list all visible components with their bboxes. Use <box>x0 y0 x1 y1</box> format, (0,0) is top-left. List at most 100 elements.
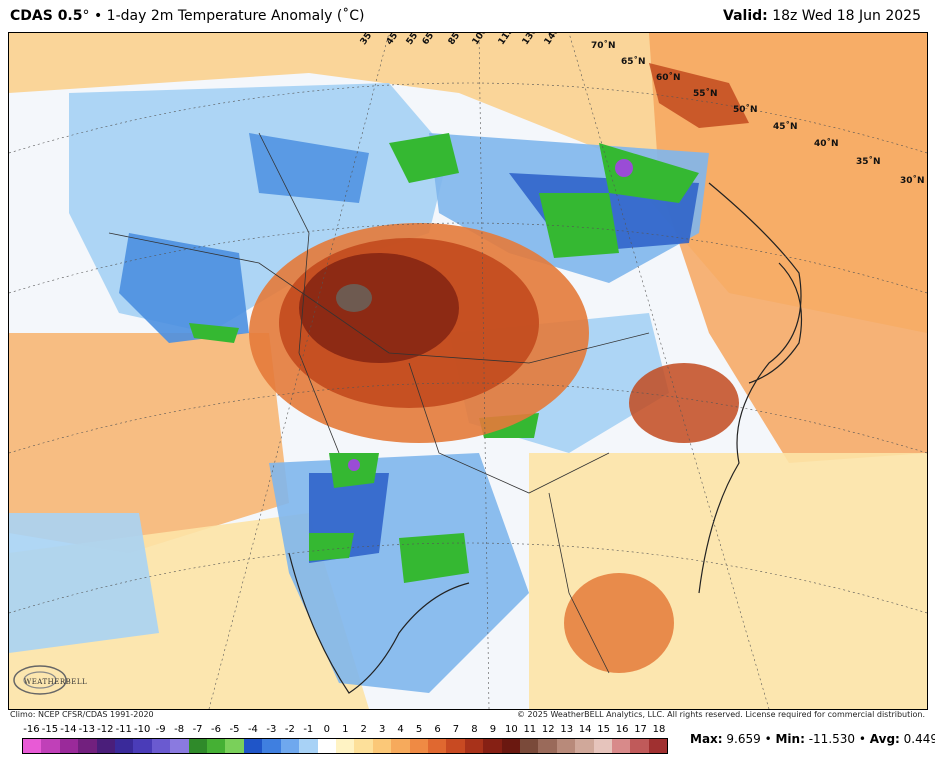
colorbar-label: -11 <box>115 724 132 735</box>
colorbar-label: 18 <box>652 724 666 735</box>
colorbar-label: -3 <box>266 724 277 735</box>
border-line-2 <box>258 132 340 454</box>
logo-text: WEATHERBELL <box>24 678 88 686</box>
variable-title: 1-day 2m Temperature Anomaly (˚C) <box>106 8 365 24</box>
lat-label-55: 55˚N <box>693 89 718 99</box>
lat-label-50: 50˚N <box>733 105 758 115</box>
colorbar-swatch <box>575 739 594 753</box>
border-line-4 <box>548 492 610 674</box>
colorbar-label: 14 <box>578 724 592 735</box>
cold-patch-2 <box>249 133 369 203</box>
colorbar-label: -7 <box>192 724 203 735</box>
colorbar-label: 6 <box>434 724 441 735</box>
green-patch-3 <box>599 143 699 203</box>
warm-east-china <box>629 363 739 443</box>
lat-label-45: 45˚N <box>773 122 798 132</box>
lat-label-35: 35˚N <box>856 157 881 167</box>
colorbar-swatch <box>612 739 631 753</box>
warm-region-east <box>649 33 927 463</box>
colorbar-swatch <box>409 739 428 753</box>
logo-swirl-icon <box>13 665 67 695</box>
colorbar-label: -4 <box>247 724 258 735</box>
colorbar-label: 0 <box>323 724 330 735</box>
title-separator: • <box>89 8 107 24</box>
colorbar-swatch <box>41 739 60 753</box>
graticule-3 <box>9 382 927 454</box>
degree-symbol: ° <box>82 8 90 24</box>
colorbar-label: -15 <box>41 724 59 735</box>
map-graphic <box>9 33 927 709</box>
colorbar-swatch <box>188 739 208 753</box>
header: CDAS 0.5° • 1-day 2m Temperature Anomaly… <box>0 0 935 32</box>
colorbar-label: 3 <box>378 724 386 735</box>
mild-region-southeast <box>529 453 927 709</box>
warm-northeast <box>649 63 749 128</box>
colorbar-swatch <box>501 739 520 753</box>
graticule-4 <box>9 542 927 614</box>
colorbar-swatch <box>630 739 649 753</box>
climo-note: Climo: NCEP CFSR/CDAS 1991-2020 <box>10 710 154 719</box>
colorbar-swatch <box>391 739 410 753</box>
lat-label-65: 65˚N <box>621 57 646 67</box>
colorbar-swatch <box>96 739 116 753</box>
green-patch-8 <box>189 323 239 343</box>
green-patch-1 <box>389 133 459 183</box>
colorbar-swatch <box>280 739 300 753</box>
colorbar-label: -5 <box>229 724 240 735</box>
copyright-note: © 2025 WeatherBELL Analytics, LLC. All r… <box>517 710 925 719</box>
graticule-m1 <box>208 33 390 709</box>
green-patch-6 <box>399 533 469 583</box>
colorbar-swatch <box>464 739 484 753</box>
purple-patch-1 <box>615 159 633 177</box>
colorbar-swatch <box>225 739 244 753</box>
colorbar-label: 1 <box>342 724 349 735</box>
lat-label-30: 30˚N <box>900 176 925 186</box>
max-value: 9.659 <box>726 732 761 746</box>
model-name: CDAS 0.5 <box>10 8 83 24</box>
colorbar-swatch <box>446 739 465 753</box>
avg-value: 0.449 <box>903 732 935 746</box>
colorbar-swatch <box>133 739 152 753</box>
border-line-1 <box>108 232 650 364</box>
colorbar-label: -1 <box>303 724 314 735</box>
colorbar-swatch <box>59 739 79 753</box>
min-label: Min: <box>775 732 805 746</box>
valid-time: Valid: 18z Wed 18 Jun 2025 <box>723 8 921 24</box>
colorbar-swatch <box>299 739 318 753</box>
hot-dome-core <box>336 284 372 312</box>
colorbar-label: -9 <box>155 724 166 735</box>
colorbar-label: 4 <box>397 724 404 735</box>
colorbar-swatch <box>483 739 502 753</box>
stats-sep-1: • <box>760 732 776 746</box>
colorbar-label: 11 <box>523 724 537 735</box>
colorbar-label: -16 <box>23 724 40 735</box>
colorbar-labels: -16 -15 -14 -13 -12 -11 -10 -9 -8 -7 -6 -5 -4 -3 -2 -1 0… <box>22 724 668 736</box>
colorbar-label: -8 <box>174 724 185 735</box>
hot-dome-inner <box>299 253 459 363</box>
max-label: Max: <box>690 732 723 746</box>
cold-patch-1 <box>119 233 249 343</box>
colorbar-swatch <box>519 739 539 753</box>
colorbar-swatch <box>151 739 171 753</box>
green-patch-2 <box>539 193 619 258</box>
colorbar-label: -10 <box>134 724 151 735</box>
colorbar-label: 9 <box>489 724 497 735</box>
colorbar-swatch <box>538 739 557 753</box>
colorbar-swatch <box>23 739 42 753</box>
colorbar-label: 10 <box>504 724 518 735</box>
purple-patch-2 <box>348 459 360 471</box>
colorbar-label: -14 <box>60 724 77 735</box>
valid-value: 18z Wed 18 Jun 2025 <box>772 8 921 24</box>
warm-region-west <box>9 333 289 553</box>
lat-label-60: 60˚N <box>656 73 681 83</box>
colorbar-swatch <box>648 739 668 753</box>
colorbar-swatch <box>427 739 447 753</box>
colorbar-label: 8 <box>471 724 478 735</box>
coastline-india <box>288 552 470 694</box>
colorbar-swatch <box>115 739 134 753</box>
colorbar-label: 5 <box>415 724 423 735</box>
colorbar-swatch <box>317 739 336 753</box>
colorbar-label: 13 <box>560 724 574 735</box>
colorbar-swatch <box>593 739 612 753</box>
graticule-2 <box>9 222 927 294</box>
